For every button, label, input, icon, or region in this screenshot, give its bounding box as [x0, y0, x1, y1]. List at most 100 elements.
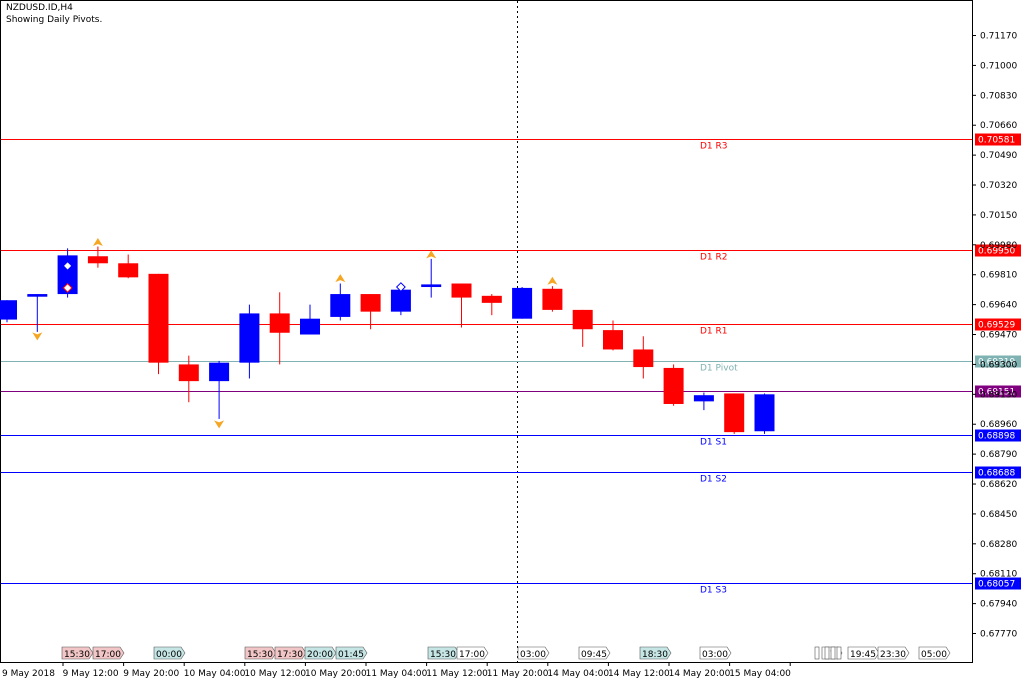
candle-body-8: [239, 313, 260, 363]
y-tick-label-4: 0.70490: [980, 151, 1017, 161]
pivot-label-2: D1 R1: [700, 327, 728, 337]
candle-body-4: [118, 263, 139, 278]
y-tick-label-7: 0.69980: [980, 241, 1017, 251]
candle-body-15: [451, 283, 472, 298]
y-tick-label-9: 0.69640: [980, 301, 1017, 311]
fractal-arrow-1: [92, 238, 103, 247]
session-marker-16: [918, 646, 951, 660]
y-tick-label-2: 0.70830: [980, 91, 1017, 101]
x-tick-label-5: 10 May 20:00: [305, 669, 367, 679]
pivot-price-tag-7: [975, 577, 1021, 590]
candle-body-19: [572, 309, 593, 330]
session-marker-14: [847, 646, 880, 660]
fractal-arrow-3: [335, 274, 346, 283]
candle-body-10: [300, 318, 320, 335]
session-marker-stub-0: [814, 646, 820, 660]
candle-body-9: [269, 313, 290, 333]
candle-body-24: [724, 393, 745, 433]
session-marker-10: [578, 646, 611, 660]
x-tick-label-10: 14 May 12:00: [608, 669, 670, 679]
y-tick-label-20: 0.67770: [980, 630, 1017, 640]
pivot-levels: D1 R3 0.70581 D1 R2 0.69950 D1 R1 0.69529 D1 P…: [1, 133, 1021, 596]
candle-body-13: [390, 289, 411, 312]
session-marker-label-14: 19:45: [850, 650, 876, 660]
session-marker-label-13: 17: [824, 650, 835, 660]
x-tick-label-9: 14 May 04:00: [547, 669, 609, 679]
x-tick-label-4: 10 May 12:00: [244, 669, 306, 679]
session-marker-4: [274, 646, 307, 660]
pivot-label-3: D1 Pivot: [700, 364, 738, 374]
candle-body-11: [330, 294, 351, 317]
symbol-title: NZDUSD.ID,H4: [6, 3, 73, 13]
candle-body-7: [209, 362, 230, 382]
pivot-label-1: D1 R2: [700, 253, 728, 263]
pivot-label-0: D1 R3: [700, 142, 728, 152]
pivot-price-tag-label-3: 0.69319: [978, 358, 1015, 368]
pivot-price-tag-label-7: 0.68057: [978, 580, 1015, 590]
x-tick-label-1: 9 May 12:00: [63, 669, 119, 679]
session-marker-label-16: 05:00: [921, 650, 947, 660]
y-tick-label-8: 0.69810: [980, 271, 1017, 281]
candle-body-14: [421, 284, 442, 288]
y-tick-label-0: 0.71170: [980, 32, 1017, 42]
candle-body-0: [0, 300, 17, 320]
y-tick-label-18: 0.68110: [980, 570, 1017, 580]
y-tick-label-3: 0.70660: [980, 121, 1017, 131]
session-marker-label-0: 15:30: [64, 650, 90, 660]
pivot-price-tag-label-4: 0.69151: [978, 388, 1015, 398]
session-marker-label-8: 17:00: [459, 650, 485, 660]
price-axis: 0.71170 0.71000 0.70830 0.70660 0.70490 0.703…: [972, 32, 1017, 640]
pivot-price-tag-0: [975, 133, 1021, 146]
session-marker-label-2: 00:00: [156, 650, 182, 660]
pivot-label-6: D1 S2: [700, 475, 727, 485]
plot-frame: [0, 0, 973, 663]
pivot-price-tag-5: [975, 429, 1021, 442]
candle-body-6: [178, 364, 199, 382]
y-tick-label-10: 0.69470: [980, 331, 1017, 341]
candle-body-23: [693, 395, 714, 402]
session-marker-8: [456, 646, 489, 660]
pivot-price-tag-label-1: 0.69950: [978, 247, 1015, 257]
indicator-subtitle: Showing Daily Pivots.: [6, 15, 103, 25]
candles: [0, 246, 775, 434]
candle-body-20: [603, 330, 623, 350]
x-tick-label-6: 11 May 04:00: [366, 669, 428, 679]
y-tick-label-17: 0.68280: [980, 540, 1017, 550]
candle-body-1: [27, 294, 48, 297]
candle-body-25: [754, 394, 775, 432]
fractal-arrow-4: [426, 250, 437, 259]
x-tick-label-11: 14 May 20:00: [669, 669, 731, 679]
x-tick-label-7: 11 May 12:00: [426, 669, 488, 679]
candle-body-16: [481, 295, 502, 303]
session-marker-5: [304, 646, 337, 660]
session-marker-15: [877, 646, 910, 660]
candle-body-22: [663, 367, 684, 404]
session-marker-11: [639, 646, 672, 660]
signal-marker-2: [395, 282, 406, 292]
session-marker-label-6: 01:45: [338, 650, 364, 660]
pivot-label-5: D1 S1: [700, 438, 727, 448]
pivot-price-tag-label-6: 0.68688: [978, 469, 1015, 479]
candle-body-2: [57, 255, 78, 295]
y-tick-label-16: 0.68450: [980, 510, 1017, 520]
y-tick-label-12: 0.69130: [980, 390, 1017, 400]
signal-marker-1: [62, 282, 73, 293]
x-tick-label-12: 15 May 04:00: [729, 669, 791, 679]
pivot-label-7: D1 S3: [700, 586, 727, 596]
candle-body-17: [512, 287, 533, 319]
x-tick-label-0: 9 May 2018: [2, 669, 55, 679]
session-marker-stub-2: [830, 646, 836, 660]
candle-body-18: [542, 288, 563, 310]
x-tick-label-3: 10 May 04:00: [184, 669, 246, 679]
pivot-price-tag-2: [975, 318, 1021, 331]
session-marker-label-4: 17:30: [277, 650, 303, 660]
candle-body-12: [360, 294, 381, 312]
pivot-price-tag-label-2: 0.69529: [978, 321, 1015, 331]
y-tick-label-19: 0.67940: [980, 600, 1017, 610]
session-marker-6: [335, 646, 368, 660]
x-tick-label-2: 9 May 20:00: [123, 669, 179, 679]
y-tick-label-14: 0.68790: [980, 450, 1017, 460]
fractal-arrow-2: [214, 420, 225, 429]
fractal-arrow-5: [547, 276, 558, 285]
